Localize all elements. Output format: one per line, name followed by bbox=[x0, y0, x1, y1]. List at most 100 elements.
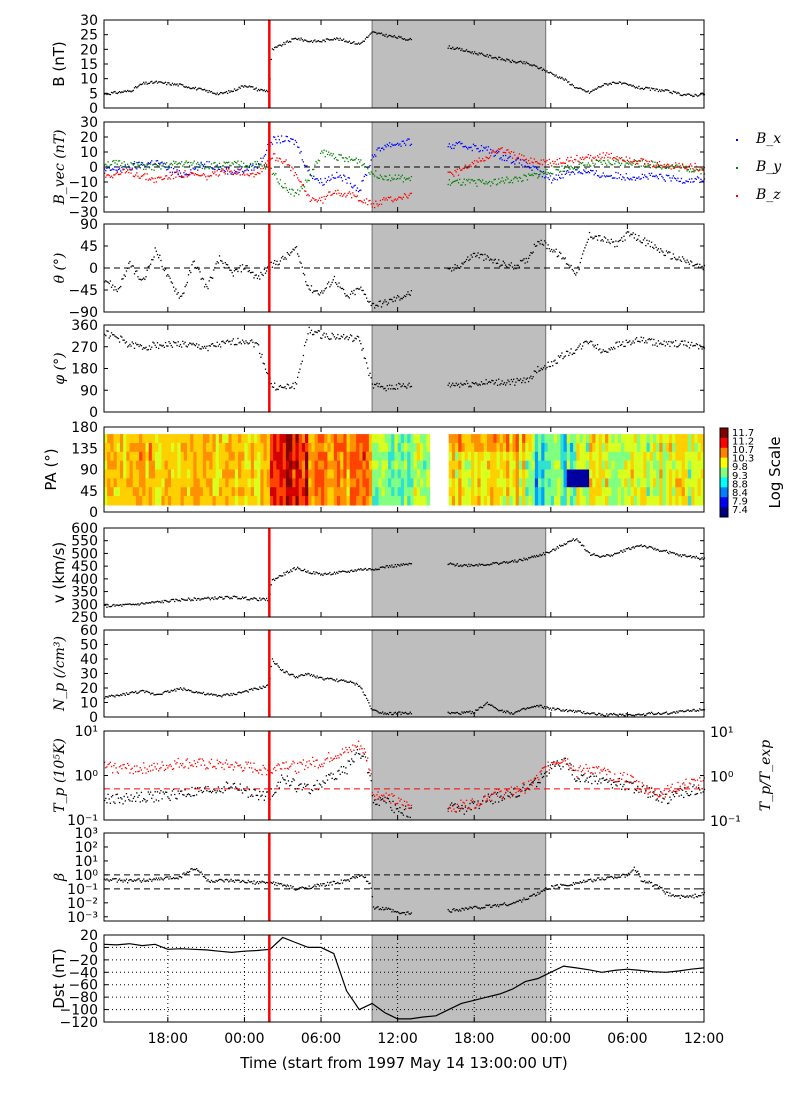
data-point bbox=[332, 279, 334, 281]
data-point bbox=[364, 202, 367, 204]
data-point bbox=[484, 564, 486, 566]
data-point bbox=[310, 285, 313, 287]
heatmap-cell bbox=[557, 496, 561, 506]
data-point bbox=[675, 339, 677, 342]
data-point bbox=[550, 72, 553, 74]
data-point bbox=[692, 168, 694, 170]
heatmap-cell bbox=[171, 434, 175, 444]
data-point bbox=[228, 167, 230, 169]
heatmap-cell bbox=[289, 487, 293, 497]
data-point bbox=[321, 196, 323, 198]
legend-label: B_x bbox=[755, 131, 781, 147]
data-point bbox=[276, 388, 278, 390]
data-point bbox=[649, 339, 652, 341]
data-point bbox=[465, 380, 468, 382]
data-point bbox=[110, 332, 113, 334]
data-point bbox=[233, 270, 236, 272]
data-point bbox=[313, 175, 315, 177]
data-point bbox=[668, 167, 670, 169]
data-point bbox=[257, 172, 260, 174]
data-point bbox=[521, 260, 523, 262]
heatmap-cell bbox=[624, 487, 629, 497]
heatmap-cell bbox=[206, 496, 210, 506]
data-point bbox=[333, 571, 336, 573]
heatmap-cell bbox=[388, 434, 392, 444]
data-point bbox=[406, 387, 408, 389]
heatmap-cell bbox=[592, 469, 597, 479]
y-tick-label: 10 bbox=[80, 145, 98, 161]
data-point bbox=[295, 141, 298, 143]
data-point bbox=[158, 176, 160, 178]
data-point bbox=[375, 155, 377, 157]
data-point bbox=[683, 344, 685, 346]
heatmap-cell bbox=[186, 460, 191, 471]
data-point bbox=[212, 92, 214, 94]
data-point bbox=[216, 164, 218, 166]
data-point bbox=[154, 601, 156, 603]
heatmap-cell bbox=[276, 469, 281, 479]
heatmap-cell bbox=[212, 460, 217, 471]
data-point bbox=[310, 199, 313, 201]
data-point bbox=[135, 167, 137, 169]
data-point bbox=[590, 340, 592, 342]
data-point bbox=[553, 177, 555, 179]
data-point bbox=[395, 143, 398, 146]
heatmap-cell bbox=[215, 442, 220, 453]
heatmap-cell bbox=[167, 460, 172, 471]
heatmap-cell bbox=[209, 434, 214, 444]
data-point bbox=[151, 160, 153, 162]
data-point bbox=[378, 203, 380, 206]
data-point bbox=[311, 168, 314, 171]
data-point bbox=[679, 343, 681, 345]
heatmap-cell bbox=[512, 442, 517, 453]
data-point bbox=[392, 36, 394, 38]
heatmap-cell bbox=[343, 487, 348, 497]
heatmap-cell bbox=[314, 469, 319, 479]
data-point bbox=[306, 339, 308, 341]
data-point bbox=[494, 151, 496, 153]
heatmap-cell bbox=[601, 460, 606, 471]
heatmap-cell bbox=[158, 478, 163, 488]
heatmap-cell bbox=[234, 469, 239, 479]
data-point bbox=[691, 341, 693, 344]
data-point bbox=[396, 198, 399, 200]
heatmap-cell bbox=[464, 442, 469, 453]
colorbar-tick-label: 7.9 bbox=[732, 496, 748, 507]
heatmap-cell bbox=[285, 496, 290, 506]
data-point bbox=[590, 169, 592, 172]
data-point bbox=[464, 260, 467, 263]
data-point bbox=[277, 388, 279, 391]
data-point bbox=[370, 32, 372, 34]
data-point bbox=[669, 345, 671, 348]
data-point bbox=[317, 330, 320, 332]
data-point bbox=[346, 194, 348, 197]
heatmap-cell bbox=[640, 496, 644, 506]
data-point bbox=[455, 142, 457, 144]
data-point bbox=[133, 175, 136, 178]
data-point bbox=[539, 163, 541, 165]
data-point bbox=[495, 379, 498, 381]
data-point bbox=[660, 248, 662, 250]
data-point bbox=[572, 171, 575, 173]
data-point bbox=[487, 181, 490, 184]
data-point bbox=[125, 270, 128, 272]
data-point bbox=[264, 599, 267, 601]
heatmap-cell bbox=[672, 496, 676, 506]
data-point bbox=[455, 47, 457, 50]
data-point bbox=[140, 602, 143, 604]
data-point bbox=[113, 159, 115, 162]
data-point bbox=[124, 603, 126, 605]
data-point bbox=[479, 53, 482, 55]
heatmap-cell bbox=[477, 496, 482, 506]
heatmap-cell bbox=[598, 478, 603, 488]
data-point bbox=[552, 160, 554, 163]
heatmap-cell bbox=[375, 442, 380, 453]
heatmap-cell bbox=[419, 442, 424, 453]
data-point bbox=[177, 600, 179, 602]
data-point bbox=[410, 385, 413, 388]
series-phi bbox=[104, 326, 706, 392]
data-point bbox=[562, 162, 564, 164]
data-point bbox=[137, 603, 139, 605]
data-point bbox=[477, 252, 479, 254]
data-point bbox=[311, 197, 314, 199]
